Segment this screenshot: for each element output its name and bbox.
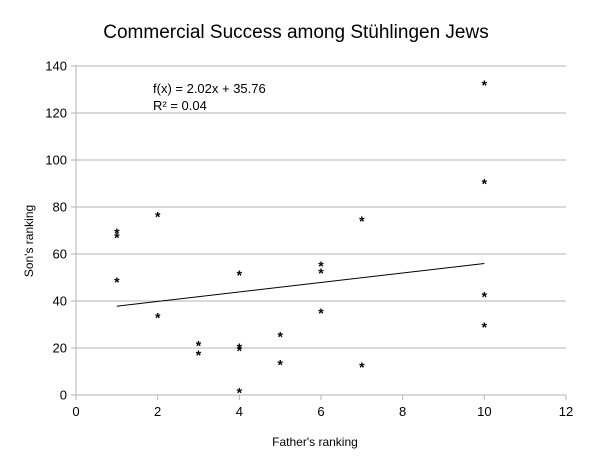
y-tick-label: 120 [45,106,67,121]
data-points: ********************** [114,77,488,401]
x-axis-label: Father's ranking [272,435,358,449]
data-point: * [318,265,324,281]
x-tick-label: 10 [477,404,491,419]
data-point: * [196,338,202,354]
y-tick-label: 40 [53,294,67,309]
trendline-equation: f(x) = 2.02x + 35.76 [153,81,266,96]
data-point: * [237,340,243,356]
data-point: * [237,267,243,283]
data-point: * [155,208,161,224]
x-tick-label: 2 [154,404,161,419]
trendline-group [116,262,485,307]
data-point: * [318,305,324,321]
data-point: * [277,356,283,372]
data-point: * [482,319,488,335]
data-point: * [237,342,243,358]
data-point: * [114,225,120,241]
data-point: * [318,258,324,274]
x-tick-label: 8 [399,404,406,419]
data-point: * [359,359,365,375]
data-point: * [237,385,243,401]
y-axis-label: Son's ranking [22,205,36,277]
y-tick-label: 60 [53,247,67,262]
chart-title: Commercial Success among Stühlingen Jews [103,22,488,43]
x-tick-label: 0 [72,404,79,419]
data-point: * [114,230,120,246]
data-point: * [155,309,161,325]
data-point: * [359,213,365,229]
data-point: * [482,288,488,304]
trendline [116,262,485,307]
y-tick-label: 100 [45,153,67,168]
y-tick-label: 0 [60,388,67,403]
data-point: * [196,347,202,363]
y-tick-labels: 0 20 40 60 80 100 120 140 [45,59,67,403]
y-tick-label: 140 [45,59,67,74]
data-point: * [482,176,488,192]
x-tick-label: 4 [236,404,243,419]
data-point: * [482,77,488,93]
data-point: * [277,328,283,344]
x-tick-labels: 0 2 4 6 8 10 12 [72,404,573,419]
x-tick-label: 12 [559,404,573,419]
x-tick-label: 6 [317,404,324,419]
r-squared-label: R² = 0.04 [153,98,207,113]
data-point: * [114,274,120,290]
axes [71,65,567,400]
y-tick-label: 20 [53,341,67,356]
y-tick-label: 80 [53,200,67,215]
